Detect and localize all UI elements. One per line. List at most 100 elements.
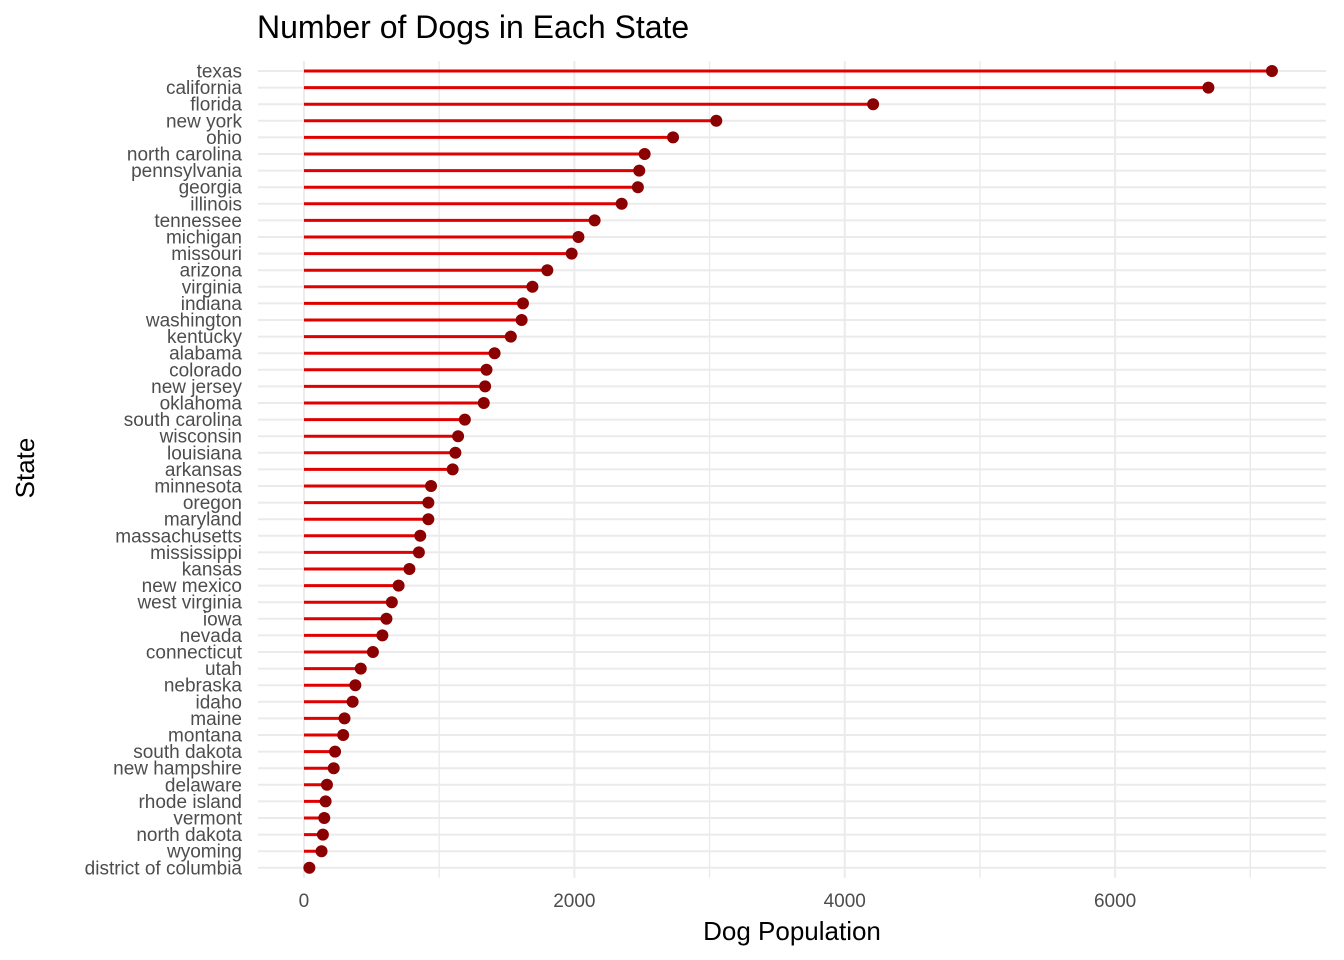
data-point [452, 430, 465, 443]
data-point [1265, 65, 1278, 77]
data-point [572, 231, 585, 243]
y-tick-label: washington [145, 311, 242, 332]
data-point [638, 148, 651, 160]
y-tick-label: oklahoma [160, 394, 243, 415]
y-tick-label: colorado [169, 360, 242, 381]
data-point [376, 629, 389, 642]
data-point [412, 546, 425, 559]
data-point [565, 247, 578, 260]
y-tick-label: louisiana [167, 443, 242, 464]
y-tick-label: california [166, 78, 242, 99]
y-tick-label: pennsylvania [131, 161, 242, 182]
data-point [588, 214, 601, 227]
y-tick-label: idaho [196, 692, 243, 713]
y-tick-label: illinois [190, 194, 242, 215]
data-point [366, 646, 379, 658]
y-tick-label: texas [197, 62, 242, 83]
y-tick-label: virginia [182, 277, 243, 298]
data-point [458, 413, 471, 426]
y-tick-label: vermont [173, 809, 242, 830]
y-tick-label: south dakota [133, 742, 242, 763]
y-tick-label: maryland [164, 510, 242, 531]
data-point [392, 579, 405, 592]
y-tick-label: arkansas [165, 460, 242, 481]
y-tick-label: north carolina [127, 145, 243, 166]
data-point [710, 114, 723, 127]
y-tick-label: tennessee [154, 211, 242, 232]
data-point [354, 662, 367, 675]
data-point [403, 563, 416, 575]
data-point [631, 181, 644, 194]
data-point [449, 446, 462, 459]
data-point [303, 861, 316, 874]
data-point [385, 596, 398, 609]
data-point [319, 795, 332, 808]
points [303, 65, 1278, 874]
y-tick-label: indiana [181, 294, 243, 315]
data-point [349, 679, 362, 692]
data-point [480, 363, 493, 376]
y-tick-label: new hampshire [113, 759, 242, 780]
data-point [633, 164, 646, 177]
data-point [867, 98, 880, 111]
y-tick-label: georgia [179, 178, 243, 199]
y-tick-label: kansas [182, 560, 242, 581]
y-tick-label: iowa [203, 609, 243, 630]
y-tick-label: missouri [171, 244, 242, 265]
y-tick-label: nebraska [164, 676, 243, 697]
y-tick-label: arizona [180, 261, 243, 282]
data-point [1202, 81, 1215, 94]
data-point [337, 729, 350, 741]
y-tick-label: wyoming [166, 842, 242, 863]
data-point [422, 513, 435, 526]
y-tick-label: maine [190, 709, 242, 730]
data-point [516, 297, 529, 310]
stems [303, 69, 1272, 870]
y-tick-label: nevada [180, 626, 243, 647]
data-point [380, 612, 393, 625]
chart-title: Number of Dogs in Each State [257, 9, 689, 45]
y-tick-label: wisconsin [159, 427, 242, 448]
data-point [479, 380, 492, 393]
data-point [329, 745, 342, 758]
y-tick-label: oregon [183, 493, 242, 514]
y-tick-label: kentucky [167, 327, 242, 348]
x-tick-label: 0 [299, 891, 310, 912]
y-tick-label: massachusetts [115, 526, 242, 547]
y-tick-label: south carolina [124, 410, 243, 431]
y-tick-label: montana [168, 726, 242, 747]
y-tick-label: delaware [165, 775, 242, 796]
y-tick-label: florida [190, 95, 242, 116]
data-point [346, 695, 359, 708]
x-axis-tick-labels: 0 2000 4000 6000 [299, 891, 1137, 912]
y-axis-title: State [10, 438, 40, 499]
data-point [422, 496, 435, 509]
y-tick-label: michigan [166, 228, 242, 249]
data-point [667, 131, 680, 144]
data-point [515, 314, 528, 326]
data-point [338, 712, 351, 725]
data-point [488, 347, 501, 360]
x-tick-label: 6000 [1094, 891, 1136, 912]
data-point [477, 397, 490, 409]
data-point [526, 280, 539, 293]
data-point [318, 812, 331, 824]
x-axis-title: Dog Population [703, 916, 881, 946]
y-tick-label: district of columbia [85, 858, 243, 879]
data-point [425, 480, 438, 492]
x-tick-label: 4000 [824, 891, 866, 912]
y-tick-label: new mexico [142, 576, 242, 597]
data-point [320, 778, 333, 791]
data-point [541, 264, 554, 277]
y-tick-label: mississippi [150, 543, 242, 564]
data-point [316, 828, 329, 841]
data-point [446, 463, 459, 476]
data-point [414, 529, 427, 542]
y-tick-label: alabama [169, 344, 242, 365]
data-point [504, 330, 517, 343]
data-point [315, 845, 328, 858]
y-tick-label: west virginia [136, 593, 242, 614]
data-point [615, 197, 628, 210]
